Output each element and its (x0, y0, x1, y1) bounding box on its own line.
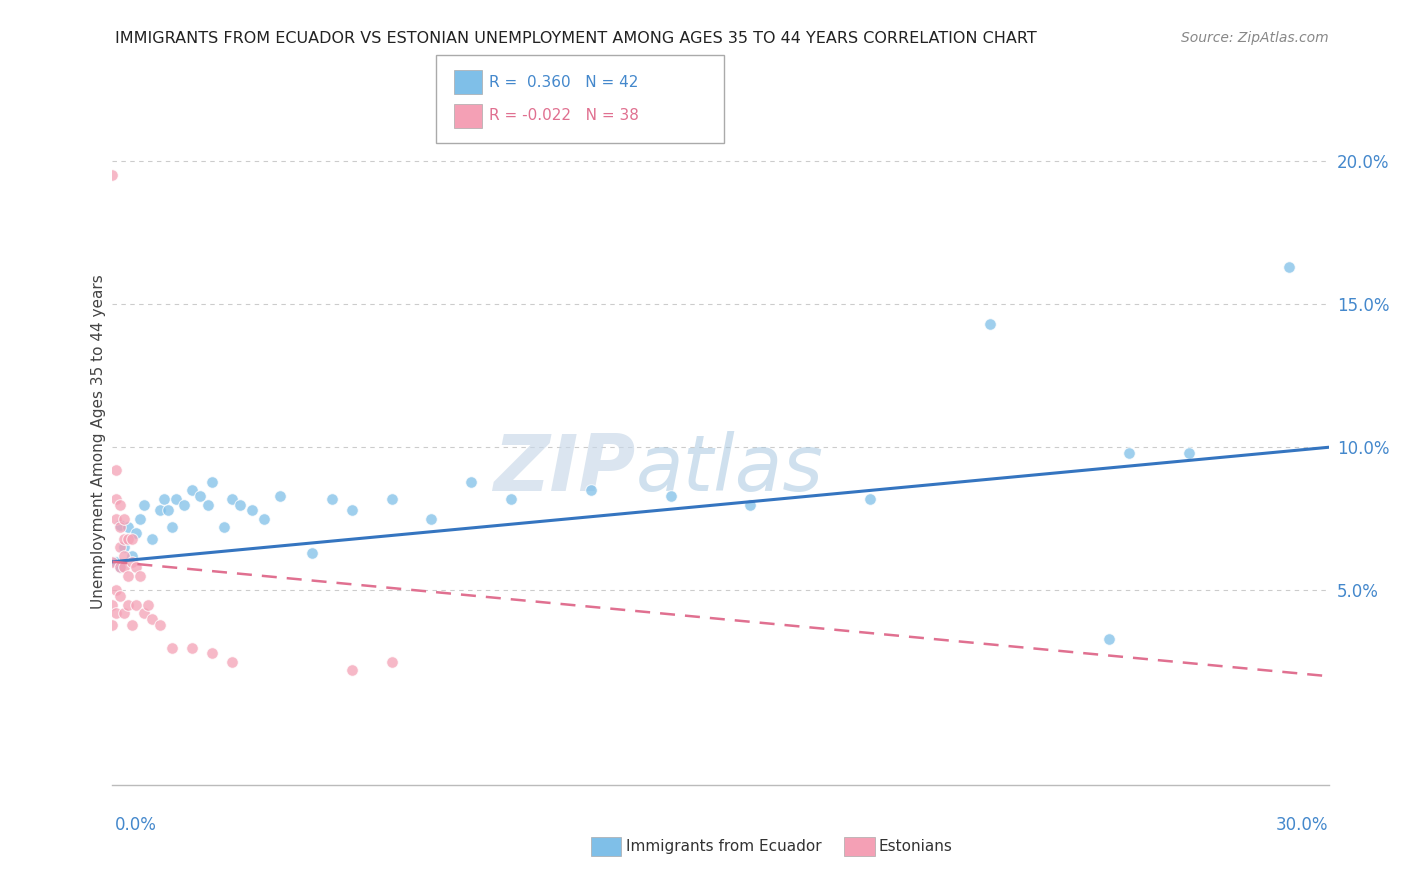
Point (141, 532, 163, 546)
Point (121, 532, 143, 546)
Point (381, 491, 404, 506)
Point (340, 503, 363, 517)
Point (117, 569, 139, 583)
Point (460, 475, 482, 489)
Point (579, 483, 602, 498)
Point (162, 520, 184, 534)
Point (301, 546, 323, 560)
Point (114, 560, 136, 574)
Point (138, 598, 160, 612)
Point (1118, 446, 1140, 460)
Point (201, 646, 224, 660)
Point (229, 498, 252, 512)
Point (110, 520, 132, 534)
Point (110, 560, 132, 574)
Point (240, 503, 263, 517)
Point (659, 489, 682, 503)
Point (114, 607, 136, 621)
Point (101, 555, 124, 569)
Point (221, 491, 243, 506)
Point (181, 483, 204, 498)
Point (253, 512, 276, 526)
Text: R =  0.360   N = 42: R = 0.360 N = 42 (489, 75, 638, 89)
Point (114, 512, 136, 526)
Point (110, 517, 132, 532)
Text: Source: ZipAtlas.com: Source: ZipAtlas.com (1181, 31, 1329, 45)
Point (1178, 446, 1201, 460)
Point (105, 512, 128, 526)
Point (125, 598, 148, 612)
Text: IMMIGRANTS FROM ECUADOR VS ESTONIAN UNEMPLOYMENT AMONG AGES 35 TO 44 YEARS CORRE: IMMIGRANTS FROM ECUADOR VS ESTONIAN UNEM… (115, 31, 1038, 46)
Text: Immigrants from Ecuador: Immigrants from Ecuador (626, 839, 821, 854)
Point (117, 598, 139, 612)
Point (129, 569, 152, 583)
Point (201, 475, 224, 489)
Point (105, 607, 128, 621)
Point (101, 598, 124, 612)
Point (114, 549, 136, 563)
Point (188, 489, 211, 503)
Point (134, 607, 156, 621)
Point (165, 491, 187, 506)
Point (125, 560, 148, 574)
Text: 0.0%: 0.0% (115, 816, 157, 834)
Point (149, 503, 172, 517)
Point (110, 498, 132, 512)
Point (153, 491, 176, 506)
Point (157, 503, 180, 517)
Point (121, 555, 143, 569)
Point (117, 532, 139, 546)
Point (212, 520, 235, 534)
Point (221, 655, 243, 669)
Text: atlas: atlas (636, 431, 824, 507)
Point (173, 498, 195, 512)
Point (117, 520, 139, 534)
Point (162, 640, 184, 655)
Point (381, 655, 404, 669)
Point (114, 532, 136, 546)
Point (121, 549, 143, 563)
Point (141, 612, 163, 626)
Point (125, 526, 148, 541)
Point (321, 491, 343, 506)
Point (1278, 260, 1301, 274)
Point (979, 317, 1001, 331)
Point (859, 491, 882, 506)
Point (121, 617, 143, 632)
Point (105, 583, 128, 598)
Point (101, 617, 124, 632)
Text: 30.0%: 30.0% (1277, 816, 1329, 834)
Point (110, 541, 132, 555)
Point (197, 498, 219, 512)
Text: Estonians: Estonians (879, 839, 953, 854)
Point (110, 560, 132, 574)
Point (134, 498, 156, 512)
Point (340, 664, 363, 678)
Text: ZIP: ZIP (494, 431, 636, 507)
Point (1098, 632, 1121, 646)
Point (740, 498, 762, 512)
Point (110, 589, 132, 603)
Point (501, 491, 523, 506)
Point (149, 617, 172, 632)
Point (105, 555, 128, 569)
Text: R = -0.022   N = 38: R = -0.022 N = 38 (489, 109, 640, 123)
Point (269, 489, 291, 503)
Point (181, 640, 204, 655)
Point (114, 541, 136, 555)
Point (105, 491, 128, 506)
Y-axis label: Unemployment Among Ages 35 to 44 years: Unemployment Among Ages 35 to 44 years (91, 274, 105, 609)
Point (420, 512, 443, 526)
Point (129, 512, 152, 526)
Point (101, 169, 124, 183)
Point (105, 463, 128, 477)
